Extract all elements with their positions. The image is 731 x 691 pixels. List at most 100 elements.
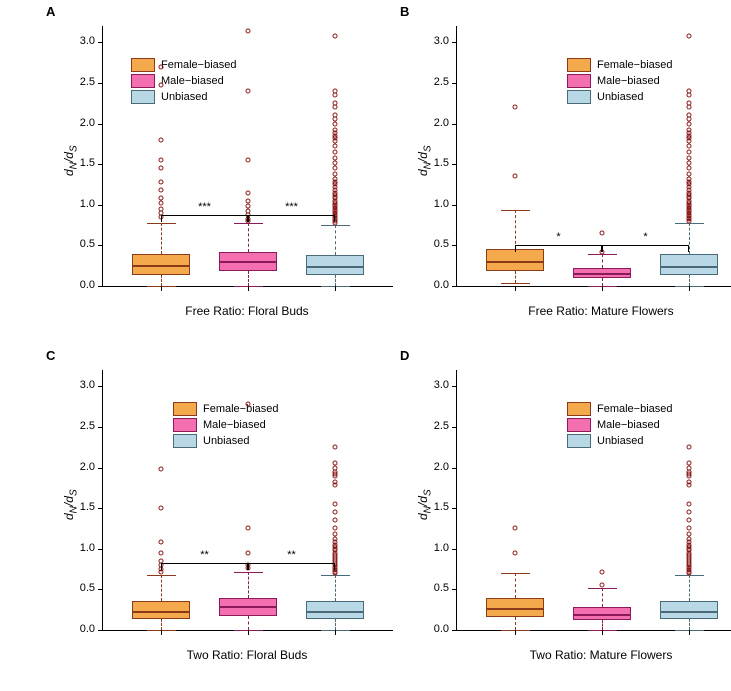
legend-swatch: [567, 434, 591, 448]
xtick-mark: [689, 286, 690, 291]
significance-label: **: [200, 549, 209, 561]
ytick-mark: [452, 205, 457, 206]
plot-area: 0.00.51.01.52.02.53.0Female−biasedMale−b…: [456, 370, 731, 631]
x-axis-label: Two Ratio: Floral Buds: [102, 648, 392, 662]
outlier-point: [687, 537, 692, 542]
ytick-mark: [98, 286, 103, 287]
ytick-label: 2.0: [423, 117, 449, 129]
outlier-point: [159, 188, 164, 193]
outlier-point: [687, 128, 692, 133]
legend-label: Unbiased: [203, 435, 249, 447]
ytick-label: 2.5: [423, 76, 449, 88]
legend-label: Female−biased: [597, 403, 673, 415]
ytick-label: 0.5: [423, 238, 449, 250]
whisker-upper: [248, 572, 249, 598]
boxplot-box: [306, 255, 364, 275]
boxplot-median: [486, 608, 544, 610]
boxplot-box: [132, 601, 190, 620]
legend-label: Female−biased: [161, 59, 237, 71]
ytick-label: 2.0: [69, 461, 95, 473]
legend-label: Male−biased: [597, 75, 660, 87]
ytick-mark: [98, 508, 103, 509]
xtick-mark: [515, 630, 516, 635]
outlier-point: [246, 526, 251, 531]
legend-item: Male−biased: [131, 74, 237, 88]
boxplot-median: [306, 266, 364, 268]
outlier-point: [159, 467, 164, 472]
significance-bracket: [248, 215, 335, 216]
ytick-mark: [98, 124, 103, 125]
boxplot-median: [660, 266, 718, 268]
whisker-upper: [335, 225, 336, 255]
outlier-point: [687, 510, 692, 515]
legend-label: Unbiased: [597, 91, 643, 103]
legend-label: Unbiased: [597, 435, 643, 447]
ytick-label: 0.5: [69, 238, 95, 250]
whisker-cap: [501, 283, 530, 284]
whisker-lower: [161, 275, 162, 286]
legend-label: Male−biased: [597, 419, 660, 431]
whisker-cap: [147, 223, 176, 224]
ytick-mark: [98, 468, 103, 469]
whisker-upper: [602, 254, 603, 269]
y-axis-label: dN/dS: [416, 489, 433, 520]
x-axis-label: Free Ratio: Mature Flowers: [456, 304, 731, 318]
whisker-cap: [588, 588, 617, 589]
ytick-mark: [98, 549, 103, 550]
outlier-point: [687, 33, 692, 38]
outlier-point: [246, 402, 251, 407]
whisker-lower: [602, 278, 603, 286]
ytick-mark: [452, 124, 457, 125]
outlier-point: [687, 144, 692, 149]
ytick-label: 3.0: [423, 379, 449, 391]
whisker-upper: [515, 573, 516, 597]
ytick-label: 0.5: [69, 582, 95, 594]
outlier-point: [687, 171, 692, 176]
whisker-cap: [501, 210, 530, 211]
outlier-point: [333, 445, 338, 450]
outlier-point: [333, 532, 338, 537]
whisker-upper: [161, 575, 162, 601]
outlier-point: [600, 231, 605, 236]
outlier-point: [333, 480, 338, 485]
boxplot-box: [306, 601, 364, 620]
legend: Female−biased Male−biased Unbiased: [567, 58, 673, 106]
whisker-lower: [602, 620, 603, 630]
significance-bracket: [248, 563, 335, 564]
outlier-point: [246, 550, 251, 555]
y-axis-label: dN/dS: [62, 145, 79, 176]
significance-label: ***: [198, 201, 211, 213]
outlier-point: [159, 83, 164, 88]
outlier-point: [333, 518, 338, 523]
boxplot-box: [660, 254, 718, 275]
outlier-point: [687, 518, 692, 523]
y-axis-label: dN/dS: [62, 489, 79, 520]
xtick-mark: [335, 630, 336, 635]
ytick-mark: [452, 508, 457, 509]
panel-label: B: [400, 4, 409, 19]
ytick-mark: [98, 245, 103, 246]
outlier-point: [687, 89, 692, 94]
legend-item: Unbiased: [131, 90, 237, 104]
significance-bracket: [161, 563, 248, 564]
ytick-mark: [452, 589, 457, 590]
legend: Female−biased Male−biased Unbiased: [131, 58, 237, 106]
y-axis-label: dN/dS: [416, 145, 433, 176]
xtick-mark: [515, 286, 516, 291]
outlier-point: [513, 525, 518, 530]
legend-item: Female−biased: [567, 58, 673, 72]
legend-swatch: [173, 434, 197, 448]
ytick-label: 0.0: [423, 623, 449, 635]
ytick-label: 2.5: [69, 420, 95, 432]
outlier-point: [333, 171, 338, 176]
outlier-point: [687, 526, 692, 531]
outlier-point: [687, 155, 692, 160]
legend-swatch: [131, 90, 155, 104]
ytick-mark: [98, 164, 103, 165]
outlier-point: [333, 537, 338, 542]
outlier-point: [159, 506, 164, 511]
whisker-upper: [161, 223, 162, 254]
whisker-lower: [515, 617, 516, 630]
whisker-upper: [689, 223, 690, 253]
legend-swatch: [173, 402, 197, 416]
